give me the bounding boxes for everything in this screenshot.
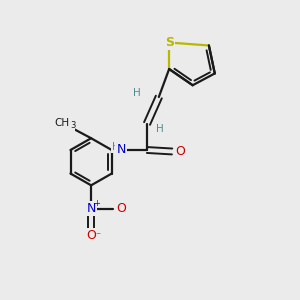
Text: +: + xyxy=(94,199,100,208)
Text: CH: CH xyxy=(54,118,69,128)
Text: 3: 3 xyxy=(70,122,75,130)
Text: O: O xyxy=(176,145,185,158)
Text: ⁻: ⁻ xyxy=(95,231,100,241)
Text: S: S xyxy=(165,36,174,49)
Text: O: O xyxy=(86,229,96,242)
Text: H: H xyxy=(133,88,141,98)
Text: H: H xyxy=(156,124,164,134)
Text: O: O xyxy=(116,202,126,215)
Text: N: N xyxy=(116,143,126,157)
Text: H: H xyxy=(112,142,119,152)
Text: N: N xyxy=(86,202,96,215)
